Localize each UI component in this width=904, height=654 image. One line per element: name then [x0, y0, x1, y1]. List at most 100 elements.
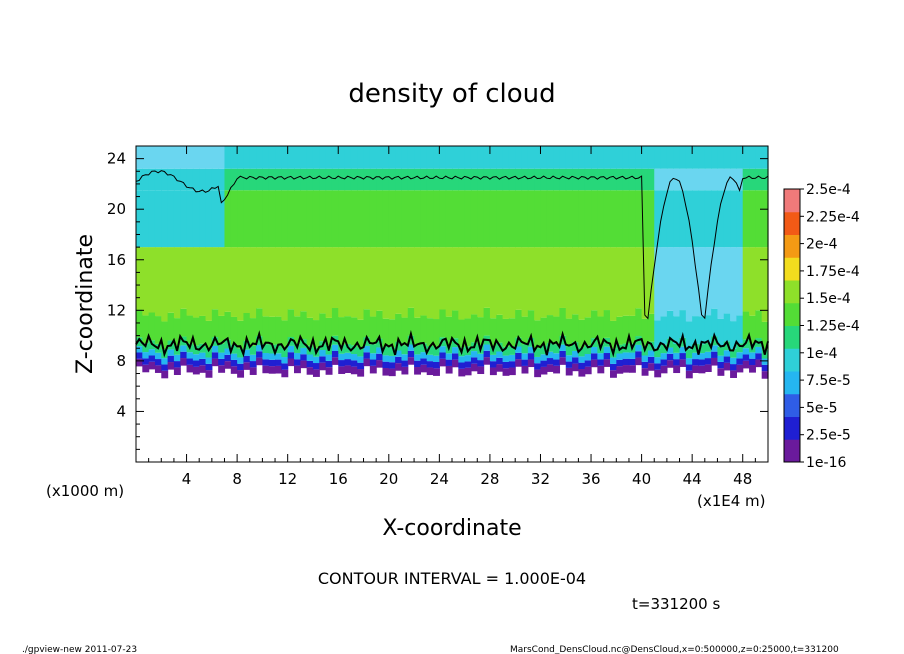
heatmap-cell [376, 146, 384, 169]
heatmap-cell [306, 367, 314, 375]
heatmap-cell [287, 337, 295, 346]
heatmap-cell [199, 343, 207, 353]
heatmap-cell [723, 356, 731, 363]
heatmap-cell [540, 146, 548, 169]
heatmap-cell [622, 365, 630, 373]
heatmap-cell [338, 190, 346, 248]
heatmap-cell [572, 247, 579, 315]
heatmap-cell [673, 352, 681, 360]
heatmap-cell [610, 320, 617, 349]
heatmap-cell [357, 356, 365, 363]
heatmap-cell [477, 146, 485, 169]
colorbar-segment [784, 348, 800, 372]
heatmap-cell [439, 346, 447, 353]
heatmap-cell [237, 146, 245, 169]
heatmap-cell [666, 347, 674, 354]
heatmap-cell [470, 190, 478, 248]
heatmap-cell [433, 368, 440, 376]
heatmap-cell [515, 146, 523, 169]
heatmap-cell [540, 190, 548, 248]
heatmap-cell [230, 190, 238, 248]
heatmap-cell [742, 311, 750, 340]
heatmap-cell [218, 365, 226, 373]
heatmap-cell [205, 370, 213, 378]
heatmap-cell [483, 307, 491, 336]
x-tick-label: 40 [632, 470, 651, 488]
heatmap-cell [660, 365, 668, 374]
heatmap-cell [572, 357, 579, 364]
heatmap-cell [584, 190, 592, 248]
colorbar-label: 2.5e-4 [806, 182, 851, 198]
heatmap-cell [711, 351, 719, 358]
heatmap-cell [192, 247, 200, 318]
heatmap-cell [268, 353, 276, 360]
heatmap-cell [439, 168, 447, 191]
heatmap-cell [610, 370, 617, 378]
heatmap-cell [616, 316, 624, 345]
heatmap-cell [148, 355, 156, 362]
heatmap-cell [363, 309, 371, 338]
heatmap-cell [395, 146, 403, 169]
heatmap-cell [268, 344, 276, 354]
heatmap-cell [439, 146, 447, 169]
heatmap-cell [331, 247, 339, 309]
heatmap-cell [755, 190, 763, 248]
heatmap-cell [439, 247, 447, 310]
heatmap-cell [186, 146, 194, 169]
heatmap-cell [628, 146, 636, 169]
heatmap-cell [407, 247, 415, 308]
heatmap-cell [426, 367, 434, 376]
heatmap-cell [369, 190, 377, 248]
heatmap-cell [420, 364, 428, 373]
heatmap-cell [679, 337, 687, 347]
heatmap-cell [717, 247, 725, 319]
heatmap-cell [742, 146, 750, 169]
heatmap-cell [464, 168, 472, 191]
heatmap-cell [300, 347, 308, 355]
heatmap-cell [692, 343, 700, 353]
heatmap-cell [344, 359, 352, 366]
heatmap-cell [211, 309, 219, 338]
heatmap-cell [603, 359, 611, 367]
heatmap-cell [685, 358, 693, 365]
heatmap-cell [161, 146, 169, 169]
heatmap-cell [685, 349, 693, 359]
heatmap-cell [603, 310, 611, 338]
colorbar-segment [784, 416, 800, 440]
heatmap-cell [508, 346, 516, 355]
heatmap-cell [154, 247, 162, 317]
heatmap-cell [761, 321, 769, 350]
heatmap-cell [344, 365, 352, 374]
heatmap-cell [540, 345, 548, 355]
heatmap-cell [673, 146, 681, 169]
y-tick-label: 8 [116, 352, 126, 370]
heatmap-cell [452, 310, 459, 339]
heatmap-cell [256, 146, 263, 169]
heatmap-cell [407, 168, 415, 191]
heatmap-cell [376, 353, 384, 361]
heatmap-cell [192, 168, 200, 191]
heatmap-cell [414, 367, 421, 375]
chart-title: density of cloud [348, 79, 555, 109]
heatmap-cell [256, 190, 263, 248]
heatmap-cell [584, 366, 592, 375]
heatmap-cell [755, 247, 763, 311]
heatmap-cell [711, 308, 719, 337]
heatmap-cell [224, 168, 232, 191]
heatmap-cell [452, 190, 459, 248]
heatmap-cell [395, 356, 403, 364]
heatmap-cell [445, 316, 453, 345]
heatmap-cell [489, 318, 497, 347]
heatmap-cell [477, 353, 485, 361]
heatmap-cell [628, 358, 636, 366]
heatmap-cell [616, 168, 624, 191]
heatmap-cell [237, 357, 245, 364]
heatmap-cell [161, 370, 169, 379]
heatmap-cell [534, 190, 542, 248]
heatmap-cell [736, 168, 744, 191]
heatmap-cell [711, 168, 719, 191]
heatmap-cell [508, 361, 516, 368]
heatmap [136, 146, 769, 379]
heatmap-cell [761, 371, 769, 379]
heatmap-cell [388, 190, 396, 248]
